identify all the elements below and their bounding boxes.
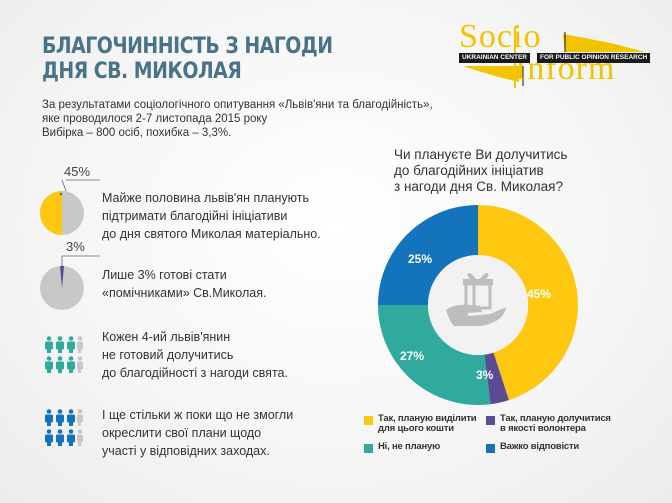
legend-volunteer-line-2: в якості волонтера: [500, 423, 586, 434]
survey-description: За результатами соціологічного опитуванн…: [42, 98, 433, 140]
donut-slice-teal: [378, 305, 491, 405]
people-teal-icon: [45, 336, 83, 373]
legend-donate-line-1: Так, планую виділити: [378, 413, 477, 424]
donut-slice-purple: [484, 352, 509, 405]
fact-3-line-1: Лише 3% готові стати: [102, 268, 227, 282]
fact-blue-text: І ще стільки ж поки що не змогли окресли…: [102, 406, 293, 460]
donut-label-3: 3%: [476, 368, 494, 382]
pie-3-label: 3%: [66, 239, 85, 254]
donut-label-45: 45%: [527, 287, 551, 301]
fact-45-text: Майже половина львів'ян планують підтрим…: [102, 189, 321, 243]
gift-in-hand-icon: [446, 272, 506, 326]
donut-chart: 45% 3% 27% 25%: [378, 205, 578, 405]
chart-legend: Так, планую виділити для цього кошти Так…: [364, 412, 664, 462]
fact-3-line-2: «помічниками» Св.Миколая.: [102, 286, 267, 300]
title-line-2: ДНЯ СВ. МИКОЛАЯ: [42, 59, 242, 84]
logo-band-left: UKRAINIAN CENTER: [459, 53, 530, 63]
donut-slice-yellow: [478, 205, 578, 401]
pie-3-icon: [40, 255, 100, 310]
pie-45-label: 45%: [64, 164, 91, 179]
legend-donate-line-2: для цього кошти: [378, 423, 454, 434]
subtitle-line-3: Вибірка – 800 осіб, похибка – 3,3%.: [42, 127, 232, 139]
donut-slice-blue: [378, 205, 478, 305]
people-blue-icon: [45, 409, 83, 446]
page-title: БЛАГОЧИННІСТЬ З НАГОДИ ДНЯ СВ. МИКОЛАЯ: [42, 34, 333, 84]
legend-label-hard-to-say: Важко відповісти: [500, 441, 580, 452]
legend-volunteer-line-1: Так, планую долучитися: [500, 413, 611, 424]
fact-teal-line-3: до благодійності з нагоди свята.: [102, 366, 288, 380]
fact-blue-line-2: окреслити свої плани щодо: [102, 426, 262, 440]
legend-swatch-blue: [486, 444, 495, 453]
pie-45-icon: [40, 179, 100, 235]
chart-title-line-1: Чи плануєте Ви долучитись: [394, 147, 568, 162]
donut-label-27: 27%: [400, 349, 424, 363]
legend-swatch-teal: [364, 444, 373, 453]
fact-3-text: Лише 3% готові стати «помічниками» Св.Ми…: [102, 266, 266, 302]
chart-title-line-3: з нагоди дня Св. Миколая?: [394, 179, 563, 194]
legend-label-donate: Так, планую виділити для цього кошти: [378, 413, 477, 434]
legend-label-no: Ні, не планую: [378, 441, 441, 452]
subtitle-line-2: яке проводилося 2-7 листопада 2015 року: [42, 113, 268, 125]
fact-teal-line-1: Кожен 4-ий львів'янин: [102, 330, 231, 344]
chart-title: Чи плануєте Ви долучитись до благодійних…: [394, 147, 567, 195]
fact-45-line-3: до дня святого Миколая матеріально.: [102, 227, 321, 241]
title-line-1: БЛАГОЧИННІСТЬ З НАГОДИ: [42, 34, 333, 59]
legend-swatch-yellow: [364, 416, 373, 425]
fact-teal-text: Кожен 4-ий львів'янин не готовий долучит…: [102, 328, 288, 382]
logo-band-right: FOR PUBLIC OPINION RESEARCH: [537, 53, 651, 63]
subtitle-line-1: За результатами соціологічного опитуванн…: [42, 99, 433, 111]
logo-word-socio: Socio: [459, 18, 542, 55]
chart-title-line-2: до благодійних ініціатив: [394, 163, 544, 178]
fact-blue-line-3: участі у відповідних заходах.: [102, 444, 270, 458]
fact-45-line-1: Майже половина львів'ян планують: [102, 191, 309, 205]
legend-swatch-purple: [486, 416, 495, 425]
socioinform-logo: Socio Inform UKRAINIAN CENTER FOR PUBLIC…: [455, 18, 655, 92]
fact-teal-line-2: не готовий долучитись: [102, 348, 234, 362]
legend-label-volunteer: Так, планую долучитися в якості волонтер…: [500, 414, 611, 434]
fact-45-line-2: підтримати благодійні ініціативи: [102, 209, 288, 223]
fact-blue-line-1: І ще стільки ж поки що не змогли: [102, 408, 294, 422]
donut-label-25: 25%: [408, 252, 432, 266]
